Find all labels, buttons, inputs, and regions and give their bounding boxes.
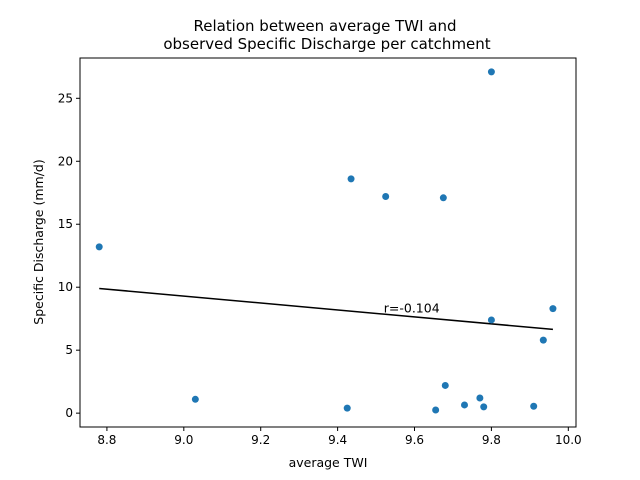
data-point [347,175,355,183]
data-point [476,394,484,402]
chart-title-line-2: observed Specific Discharge per catchmen… [163,35,490,53]
x-axis: 8.8 9.0 9.2 9.4 9.6 9.8 10.0 [97,427,582,447]
regression-line [99,287,553,331]
data-point [441,381,449,389]
y-tick-label: 0 [65,406,73,420]
y-axis-label: Specific Discharge (mm/d) [31,159,46,324]
x-tick-label: 8.8 [97,433,116,447]
correlation-annotation: r=-0.104 [384,300,440,315]
x-tick-label: 9.0 [174,433,193,447]
regression-line-group [99,287,553,331]
data-point [343,404,351,412]
data-point [191,395,199,403]
x-tick-label: 10.0 [555,433,582,447]
data-point [487,68,495,76]
y-axis: 0 5 10 15 20 25 [58,91,80,420]
data-point [539,336,547,344]
data-point [95,243,103,251]
data-points [95,68,557,414]
data-point [460,401,468,409]
chart-title-line-1: Relation between average TWI and [193,17,456,35]
data-point [480,403,488,411]
x-axis-label: average TWI [289,455,368,470]
y-tick-label: 20 [58,154,73,168]
plot-area-frame [79,57,577,428]
y-tick-label: 5 [65,343,73,357]
data-point [439,194,447,202]
x-tick-label: 9.2 [251,433,270,447]
y-tick-label: 25 [58,91,73,105]
data-point [549,305,557,313]
data-point [530,402,538,410]
x-tick-label: 9.8 [482,433,501,447]
data-point [432,406,440,414]
x-tick-label: 9.6 [405,433,424,447]
data-point [487,316,495,324]
data-point [382,193,390,201]
y-tick-label: 15 [58,217,73,231]
x-tick-label: 9.4 [328,433,347,447]
y-tick-label: 10 [58,280,73,294]
